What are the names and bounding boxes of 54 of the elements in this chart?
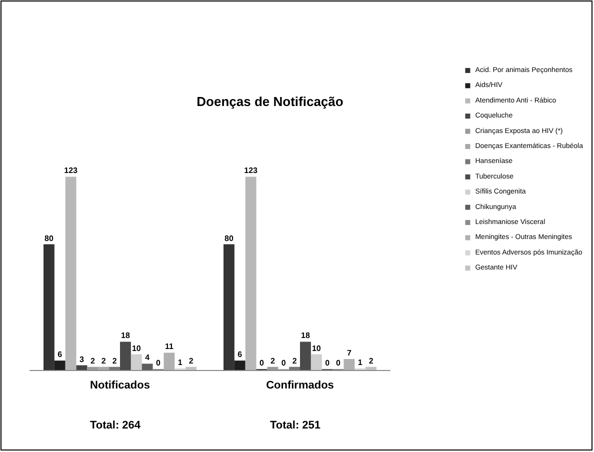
data-label: 2 [270, 356, 276, 366]
data-label: 2 [101, 356, 106, 366]
data-label: 0 [156, 358, 162, 368]
data-label: 2 [292, 356, 298, 366]
bar [98, 366, 110, 370]
data-label: 1 [358, 358, 363, 367]
data-label: 0 [260, 358, 265, 368]
data-label: 1 [178, 358, 183, 367]
x-tick-label: Notificados [90, 380, 150, 392]
bar [234, 360, 246, 370]
bar [76, 365, 88, 370]
data-label: 18 [121, 331, 130, 340]
chart-title: Doenças de Notificação [196, 94, 344, 109]
bar [109, 366, 120, 370]
data-label: 2 [90, 356, 96, 366]
text: Total: 264 [90, 420, 142, 432]
bar [267, 366, 278, 370]
data-label: 11 [164, 342, 174, 352]
data-label: 123 [64, 166, 78, 176]
data-label: 123 [244, 166, 258, 176]
bar [289, 366, 300, 370]
bar [120, 342, 131, 370]
data-label: 18 [301, 331, 310, 340]
data-label: 6 [58, 350, 63, 360]
data-label: 10 [132, 344, 142, 353]
data-label: 0 [325, 358, 330, 368]
data-label: 6 [238, 350, 243, 360]
bar [87, 366, 98, 370]
bar [224, 244, 234, 370]
bar [65, 176, 76, 370]
data-label: 7 [346, 348, 352, 358]
data-label: 10 [312, 344, 322, 353]
data-label: 2 [188, 356, 194, 366]
bar [130, 354, 142, 370]
bar [54, 360, 66, 370]
bar [44, 244, 54, 370]
bar [310, 354, 322, 370]
data-label: 80 [44, 234, 54, 243]
text: Total: 251 [270, 420, 321, 432]
bar [186, 366, 196, 370]
data-label: 2 [112, 356, 118, 366]
bar [164, 352, 175, 370]
bar [366, 366, 376, 370]
data-label: 80 [224, 234, 234, 243]
data-label: 2 [368, 356, 374, 366]
bar [142, 364, 153, 370]
data-label: 4 [145, 353, 150, 362]
bar [245, 176, 256, 370]
data-label: 0 [336, 358, 342, 368]
x-tick-label: Confirmados [266, 380, 334, 392]
bar [300, 342, 311, 370]
data-label: 3 [80, 354, 85, 364]
bar [344, 359, 355, 370]
data-label: 0 [281, 358, 286, 368]
